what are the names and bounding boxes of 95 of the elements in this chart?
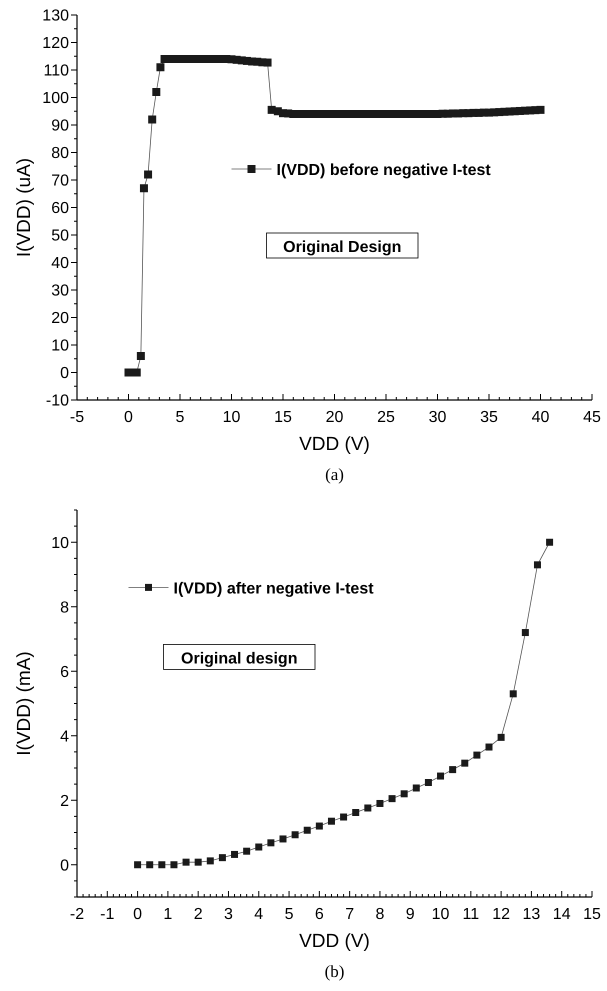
- point: [316, 822, 323, 830]
- x-tick-label: 25: [377, 409, 395, 426]
- y-tick-label: 6: [60, 664, 70, 681]
- point: [340, 814, 348, 821]
- x-tick-label: 15: [583, 906, 601, 923]
- point: [376, 800, 384, 807]
- x-tick-label: 4: [254, 906, 264, 923]
- y-tick-label: 2: [60, 792, 70, 810]
- point: [304, 826, 311, 834]
- x-tick-label: 40: [532, 409, 550, 426]
- y-tick-label: 10: [51, 338, 70, 354]
- point: [292, 831, 299, 838]
- y-axis-title: I(VDD) (mA): [14, 651, 35, 756]
- point: [158, 861, 166, 868]
- y-tick-label: 8: [60, 599, 70, 616]
- x-axis-title: VDD (V): [299, 931, 370, 952]
- point: [510, 690, 517, 698]
- point: [267, 839, 274, 846]
- point: [546, 538, 554, 546]
- point: [170, 861, 178, 868]
- point: [424, 779, 432, 786]
- x-tick-label: 10: [432, 906, 450, 923]
- y-tick-label: 40: [51, 255, 70, 272]
- x-tick-label: -1: [100, 906, 115, 923]
- y-tick-label: -10: [46, 392, 70, 410]
- y-tick-label: 90: [51, 118, 70, 134]
- y-tick-label: 0: [60, 857, 70, 874]
- y-tick-label: 110: [43, 62, 70, 80]
- y-tick-label: 30: [51, 282, 70, 300]
- x-tick-label: 1: [163, 906, 172, 923]
- x-tick-label: 12: [492, 906, 510, 923]
- y-tick-label: 120: [42, 35, 70, 52]
- y-tick-label: 80: [51, 145, 70, 162]
- point: [134, 861, 142, 868]
- x-tick-label: 9: [406, 906, 415, 923]
- x-tick-label: 14: [552, 906, 571, 923]
- x-tick-label: 0: [133, 906, 142, 923]
- point: [206, 857, 214, 864]
- x-tick-label: -5: [70, 409, 84, 426]
- annotation: Original design: [181, 650, 298, 668]
- x-tick-label: 5: [284, 906, 294, 923]
- point: [328, 818, 335, 825]
- x-tick-label: 6: [314, 906, 324, 923]
- y-tick-label: 0: [60, 365, 70, 382]
- point: [400, 790, 408, 798]
- x-tick-label: 11: [462, 906, 480, 923]
- point: [534, 561, 541, 568]
- point: [412, 784, 420, 792]
- x-tick-label: 15: [274, 409, 292, 426]
- x-tick-label: 35: [480, 409, 498, 426]
- point: [146, 861, 154, 868]
- point: [364, 804, 372, 812]
- point: [437, 772, 444, 780]
- x-tick-label: 45: [583, 409, 601, 426]
- point: [498, 734, 505, 741]
- y-tick-label: 4: [60, 728, 70, 746]
- y-tick-label: 10: [51, 534, 70, 552]
- point: [218, 854, 226, 862]
- point: [182, 858, 190, 866]
- x-tick-label: 0: [124, 409, 134, 426]
- annotation: Original Design: [283, 239, 402, 256]
- point: [388, 795, 396, 802]
- point: [449, 766, 456, 774]
- x-tick-label: 2: [194, 906, 203, 923]
- y-tick-label: 60: [51, 200, 70, 217]
- text: (a): [325, 465, 344, 484]
- x-tick-label: 10: [222, 409, 240, 426]
- point: [255, 844, 262, 851]
- legend-label: I(VDD) after negative I-test: [174, 580, 374, 598]
- point: [231, 850, 238, 858]
- x-tick-label: 13: [522, 906, 540, 923]
- y-tick-label: 130: [42, 8, 70, 24]
- legend-label: I(VDD) before negative I-test: [276, 162, 492, 179]
- point: [243, 848, 250, 855]
- point: [280, 835, 286, 842]
- point: [194, 858, 202, 866]
- point: [461, 760, 468, 767]
- x-tick-label: 30: [428, 409, 446, 426]
- x-tick-label: 3: [224, 906, 234, 923]
- y-tick-label: 100: [42, 90, 70, 107]
- point: [522, 629, 529, 636]
- y-tick-label: 20: [51, 310, 70, 327]
- point: [352, 809, 360, 816]
- x-tick-label: -2: [70, 906, 84, 923]
- x-tick-label: 7: [345, 906, 354, 923]
- y-tick-label: 50: [51, 228, 70, 244]
- y-axis-title: I(VDD) (uA): [14, 158, 35, 258]
- y-tick-label: 70: [51, 172, 70, 190]
- x-tick-label: 20: [326, 409, 344, 426]
- x-tick-label: 5: [176, 409, 185, 426]
- point: [486, 744, 492, 751]
- x-tick-label: 8: [375, 906, 384, 923]
- x-axis-title: VDD (V): [299, 434, 370, 455]
- text: (b): [324, 962, 344, 981]
- point: [473, 752, 480, 759]
